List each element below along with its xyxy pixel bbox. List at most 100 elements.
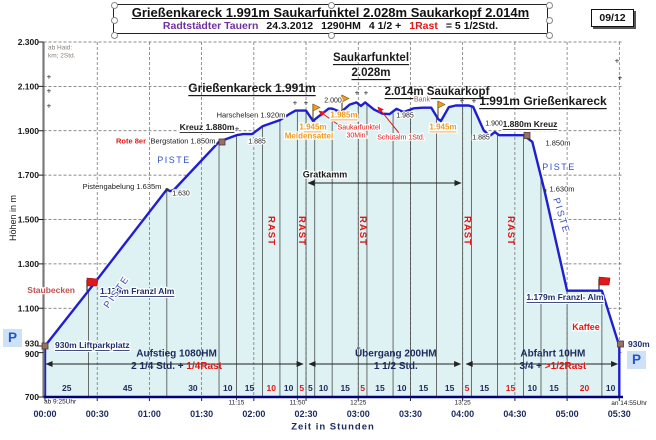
subtitle-date: 24.3.2012 xyxy=(266,20,314,32)
waypoint-square-marker xyxy=(41,342,49,350)
x-tick-label: 02:30 xyxy=(295,409,318,419)
segment-minutes: 15 xyxy=(549,383,559,393)
x-tick-label: 01:30 xyxy=(190,409,213,419)
annotation-label: 1.630m xyxy=(549,185,574,194)
end-time-label: an 14:55Uhr xyxy=(611,400,648,407)
annotation-label: 30Min. xyxy=(346,133,367,140)
segment-minutes: 45 xyxy=(123,383,133,393)
annotation-label: Saukarfunktel xyxy=(333,52,409,64)
intermediate-time-label: 13:25 xyxy=(455,400,472,407)
selection-handle[interactable] xyxy=(328,31,335,39)
segment-minutes: 10 xyxy=(528,383,538,393)
annotation-label: 1.850m xyxy=(545,139,570,148)
annotation-label: 1.945m xyxy=(299,123,326,132)
y-tick-label: 930 xyxy=(25,338,39,348)
segment-minutes-rast: 20 xyxy=(580,383,590,393)
rast-label: RAST xyxy=(266,216,277,246)
selection-handle[interactable] xyxy=(110,1,118,9)
plus-mark: + xyxy=(460,97,465,106)
annotation-label: 2.000 xyxy=(324,98,342,105)
plus-mark: + xyxy=(235,125,240,134)
segment-minutes: 10 xyxy=(284,383,294,393)
segment-minutes: 15 xyxy=(445,383,455,393)
plus-mark: + xyxy=(618,74,623,83)
selection-handle[interactable] xyxy=(110,31,118,39)
y-tick-label: 1.300 xyxy=(18,259,40,269)
annotation-label: PISTE xyxy=(157,155,191,165)
intermediate-time-label: 11:15 xyxy=(229,400,245,407)
rast-label: RAST xyxy=(462,216,473,246)
annotation-label: 2.028m xyxy=(351,67,390,79)
plus-mark: + xyxy=(364,89,369,98)
section-name: Übergang 200HM xyxy=(355,347,437,360)
section-detail: 2 1/4 Std. + 1/4Rast xyxy=(131,361,223,372)
selection-handle[interactable] xyxy=(545,31,553,39)
selection-handle[interactable] xyxy=(545,1,553,9)
annotation-label: Meldensattel xyxy=(285,132,333,141)
waypoint-square-marker xyxy=(523,132,531,139)
annotation-label: Pistengabelung 1.635m xyxy=(83,182,162,191)
segment-minutes: 10 xyxy=(319,383,329,393)
annotation-label: 930m xyxy=(628,339,650,349)
segment-minutes: 15 xyxy=(375,383,385,393)
section-name: Aufstieg 1080HM xyxy=(136,349,217,360)
plus-mark: + xyxy=(47,73,52,82)
selection-handle[interactable] xyxy=(545,16,553,24)
selection-handle[interactable] xyxy=(328,1,335,9)
y-tick-label: 700 xyxy=(25,392,39,402)
plus-mark: + xyxy=(472,97,477,106)
y-tick-label: 1.100 xyxy=(18,303,40,313)
annotation-label: Staubecken xyxy=(27,285,75,295)
chart-title-box: Grießenkareck 1.991m Saukarfunktel 2.028… xyxy=(113,4,548,34)
plus-mark: + xyxy=(47,87,52,96)
segment-minutes: 5 xyxy=(308,383,313,393)
annotation-label: 930m Liftparkplatz xyxy=(55,340,130,350)
annotation-label: Gratkamm xyxy=(303,170,348,180)
selection-handle[interactable] xyxy=(110,16,118,24)
segment-minutes: 15 xyxy=(245,383,255,393)
section-name: Abfahrt 10HM xyxy=(520,349,585,360)
annotation-label: 1.179m Franzl Alm xyxy=(100,286,175,296)
subtitle-rest: 1Rast xyxy=(409,20,438,32)
y-tick-label: 1.700 xyxy=(18,170,40,180)
segment-minutes: 10 xyxy=(397,383,407,393)
annotation-label: Schütalm 1Std. xyxy=(377,135,425,142)
annotation-label: 1.945m xyxy=(429,123,456,132)
x-tick-label: 05:30 xyxy=(608,409,631,419)
y-tick-label: 1.500 xyxy=(18,215,40,225)
x-tick-label: 03:00 xyxy=(347,409,370,419)
orange-flag-icon xyxy=(437,100,446,109)
rast-label: RAST xyxy=(357,216,368,246)
x-tick-label: 02:00 xyxy=(242,409,265,419)
annotation-label: Rote 8er xyxy=(116,137,146,146)
annotation-label: 1.630 xyxy=(172,191,190,198)
y-axis-title: Höhen in m xyxy=(8,195,18,241)
rast-label: RAST xyxy=(296,216,307,246)
annotation-label: Grießenkareck 1.991m xyxy=(188,81,315,95)
page-number-badge: 09/12 xyxy=(591,9,634,27)
annotation-label: ab Haid: xyxy=(48,45,72,52)
plus-mark: + xyxy=(304,99,309,108)
intermediate-time-label: 12:25 xyxy=(350,400,367,407)
chart-subtitle: Radtstädter Tauern 24.3.2012 1290HM 4 1/2 +… xyxy=(114,20,547,32)
x-tick-label: 03:30 xyxy=(399,409,422,419)
start-time-label: ab 9:25Uhr xyxy=(44,399,77,406)
annotation-label: 1.900 xyxy=(485,121,503,128)
point-dot-marker xyxy=(543,189,547,192)
parking-icon-left: P xyxy=(3,329,22,347)
segment-minutes: 10 xyxy=(223,383,233,393)
segment-minutes: 15 xyxy=(480,383,490,393)
annotation-label: Kreuz 1.880m xyxy=(180,122,235,132)
section-detail: 3/4 + >1/2Rast xyxy=(519,361,586,372)
parking-icon-right: P xyxy=(627,351,646,369)
subtitle-total: = 5 1/2Std. xyxy=(445,20,499,32)
plus-mark: + xyxy=(293,99,298,108)
annotation-label: Bergstation 1.850m xyxy=(150,137,215,146)
x-tick-label: 04:30 xyxy=(503,409,526,419)
segment-minutes-rast: 5 xyxy=(465,383,470,393)
annotation-label: Harschelsen 1.920m xyxy=(217,111,286,120)
red-flag-icon xyxy=(86,277,99,287)
orange-flag-icon xyxy=(341,94,350,103)
intermediate-time-label: 11:50 xyxy=(289,400,305,407)
